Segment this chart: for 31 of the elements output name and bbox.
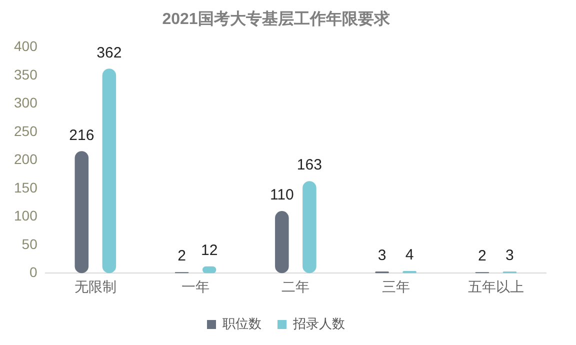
data-label: 110 [270, 186, 294, 204]
data-label: 163 [296, 156, 322, 174]
x-tick-label: 一年 [182, 278, 210, 294]
legend-label: 招录人数 [292, 316, 345, 332]
x-tick-label: 三年 [382, 278, 410, 294]
bar [102, 68, 116, 274]
data-label: 3 [378, 247, 386, 264]
y-tick-label: 100 [14, 208, 38, 224]
data-label: 362 [96, 44, 122, 62]
y-tick-label: 150 [14, 179, 38, 196]
data-label: 216 [69, 126, 94, 144]
data-label: 2 [478, 248, 486, 265]
y-tick-label: 0 [30, 264, 38, 280]
data-label: 3 [506, 247, 514, 264]
x-tick-label: 无限制 [74, 278, 116, 294]
bar [302, 181, 316, 274]
y-tick-label: 350 [14, 66, 38, 82]
y-tick-label: 200 [14, 151, 38, 168]
data-label: 4 [405, 246, 414, 264]
x-tick-label: 二年 [282, 278, 310, 294]
bar [74, 151, 89, 274]
chart-title: 2021国考大专基层工作年限要求 [162, 10, 391, 28]
y-tick-label: 50 [22, 236, 38, 252]
y-tick-label: 250 [14, 122, 38, 139]
bar [275, 211, 289, 274]
x-tick-label: 五年以上 [468, 278, 524, 294]
y-tick-label: 400 [14, 38, 38, 54]
y-tick-label: 300 [14, 94, 38, 111]
legend-label: 职位数 [222, 316, 262, 332]
data-label: 2 [178, 248, 186, 265]
data-label: 12 [200, 242, 218, 260]
